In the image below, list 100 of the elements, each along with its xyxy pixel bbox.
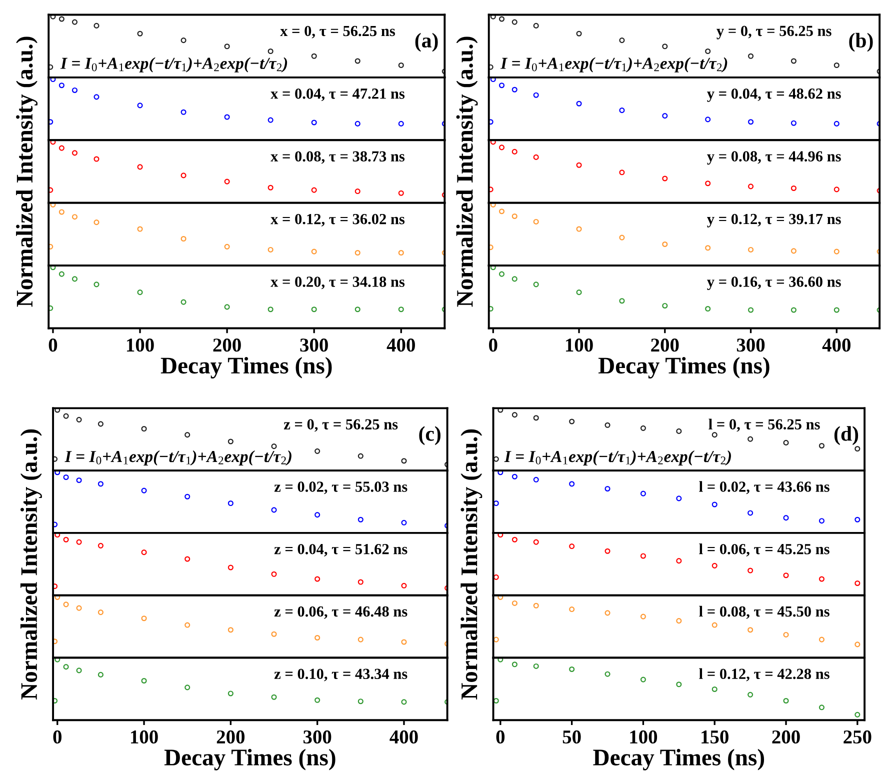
point xyxy=(224,114,230,120)
x-tick-label: 250 xyxy=(844,730,872,744)
point xyxy=(662,241,668,248)
point xyxy=(748,53,754,59)
annotation: (a) xyxy=(415,32,438,52)
point xyxy=(662,176,668,182)
point xyxy=(401,458,407,464)
x-tick-label: 0 xyxy=(48,338,58,352)
point xyxy=(790,58,796,64)
point xyxy=(401,699,407,705)
point xyxy=(662,44,668,50)
point xyxy=(228,627,234,633)
point xyxy=(184,432,190,438)
point xyxy=(498,144,505,150)
point xyxy=(141,550,147,556)
point xyxy=(662,302,668,308)
point xyxy=(512,86,518,92)
point xyxy=(533,602,539,608)
y-axis-title: Normalized Intensity (a.u.) xyxy=(460,429,482,700)
point xyxy=(268,48,274,54)
annotation: (d) xyxy=(834,426,858,446)
point xyxy=(354,58,360,64)
point xyxy=(94,282,100,288)
point xyxy=(533,92,539,98)
point xyxy=(137,290,143,296)
point xyxy=(818,636,824,642)
annotation: y = 0.12, τ = 39.17 ns xyxy=(707,214,841,228)
point xyxy=(662,113,668,119)
annotation: l = 0.06, τ = 45.25 ns xyxy=(699,544,830,556)
point xyxy=(271,631,277,637)
point xyxy=(818,704,824,710)
point xyxy=(619,298,625,304)
point xyxy=(676,618,682,624)
point xyxy=(58,145,64,151)
point xyxy=(98,481,104,487)
point xyxy=(398,190,404,196)
point xyxy=(358,579,364,585)
annotation: y = 0, τ = 56.25 ns xyxy=(716,26,832,40)
point xyxy=(76,477,82,484)
point xyxy=(569,544,575,550)
point xyxy=(640,553,646,559)
point xyxy=(604,486,610,492)
point xyxy=(401,520,407,526)
point xyxy=(72,150,78,156)
x-tick-label: 50 xyxy=(562,730,581,744)
point xyxy=(748,119,754,125)
point xyxy=(533,282,539,288)
point xyxy=(271,444,277,450)
x-axis-title: Decay Times (ns) xyxy=(164,748,336,770)
point xyxy=(180,299,186,305)
annotation: y = 0.04, τ = 48.62 ns xyxy=(707,88,841,102)
point xyxy=(98,542,104,548)
point xyxy=(748,436,754,442)
annotation: z = 0.02, τ = 55.03 ns xyxy=(274,482,408,494)
point xyxy=(224,304,230,310)
point xyxy=(398,306,404,312)
point xyxy=(228,690,234,696)
point xyxy=(358,453,364,459)
x-tick-label: 100 xyxy=(566,338,593,352)
point xyxy=(705,180,711,186)
point xyxy=(184,556,190,562)
annotation: z = 0.06, τ = 46.48 ns xyxy=(274,606,408,619)
point xyxy=(783,698,789,704)
point xyxy=(498,208,505,214)
point xyxy=(640,425,646,431)
x-axis-title: Decay Times (ns) xyxy=(598,356,770,378)
point xyxy=(314,512,320,518)
point xyxy=(228,564,234,570)
x-tick-label: 200 xyxy=(772,730,800,744)
point xyxy=(533,154,539,160)
x-tick-label: 400 xyxy=(390,730,418,744)
point xyxy=(58,271,64,277)
point xyxy=(180,172,186,178)
point xyxy=(712,562,718,568)
point xyxy=(72,214,78,220)
point xyxy=(224,178,230,184)
point xyxy=(398,62,404,68)
point xyxy=(569,418,575,424)
point xyxy=(141,488,147,494)
point xyxy=(498,16,505,22)
x-tick-label: 300 xyxy=(303,730,332,744)
x-tick-label: 0 xyxy=(53,730,62,744)
point xyxy=(748,184,754,190)
point xyxy=(63,536,69,542)
point xyxy=(58,82,64,88)
point xyxy=(498,271,505,277)
point xyxy=(576,30,582,36)
point xyxy=(712,502,718,508)
point xyxy=(705,245,711,251)
point xyxy=(311,306,317,312)
point xyxy=(676,428,682,434)
point xyxy=(358,698,364,704)
point xyxy=(854,712,860,718)
y-axis-title: Normalized Intensity (a.u.) xyxy=(456,36,478,307)
x-tick-label: 400 xyxy=(822,338,850,352)
point xyxy=(705,116,711,122)
point xyxy=(576,226,582,232)
point xyxy=(619,234,625,240)
point xyxy=(314,448,320,454)
point xyxy=(748,692,754,698)
